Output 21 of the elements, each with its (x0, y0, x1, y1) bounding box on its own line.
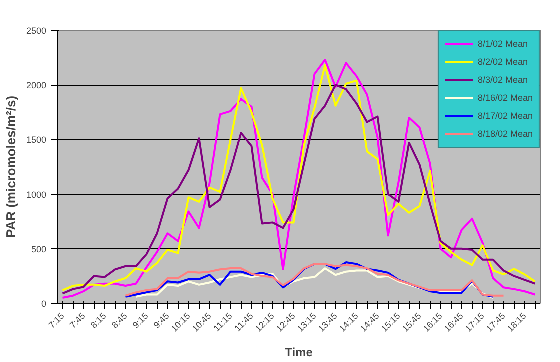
legend-label: 8/2/02 Mean (478, 56, 528, 69)
y-axis-title: PAR (micromoles/m²/s) (3, 96, 18, 238)
y-tick-label: 1000 (26, 190, 47, 200)
x-tick-label: 7:15 (46, 310, 66, 330)
x-tick-label: 8:15 (88, 310, 108, 330)
legend-label: 8/1/02 Mean (478, 38, 528, 51)
y-tick-label: 500 (31, 244, 47, 254)
y-tick-label: 0 (41, 299, 47, 309)
x-tick-label: 9:45 (152, 310, 172, 330)
x-tick-label: 9:15 (130, 310, 150, 330)
legend-label: 8/3/02 Mean (478, 74, 528, 87)
y-tick-label: 2000 (26, 80, 47, 91)
x-tick-label: 7:45 (68, 310, 88, 330)
legend-label: 8/18/02 Mean (478, 128, 533, 141)
x-tick-label: 8:45 (110, 310, 130, 330)
y-tick-label: 2500 (26, 26, 47, 36)
x-axis-title: Time (285, 345, 314, 360)
legend-label: 8/16/02 Mean (478, 92, 533, 105)
y-tick-label: 1500 (26, 135, 47, 146)
line-series (135, 268, 494, 300)
legend-label: 8/17/02 Mean (478, 110, 533, 123)
